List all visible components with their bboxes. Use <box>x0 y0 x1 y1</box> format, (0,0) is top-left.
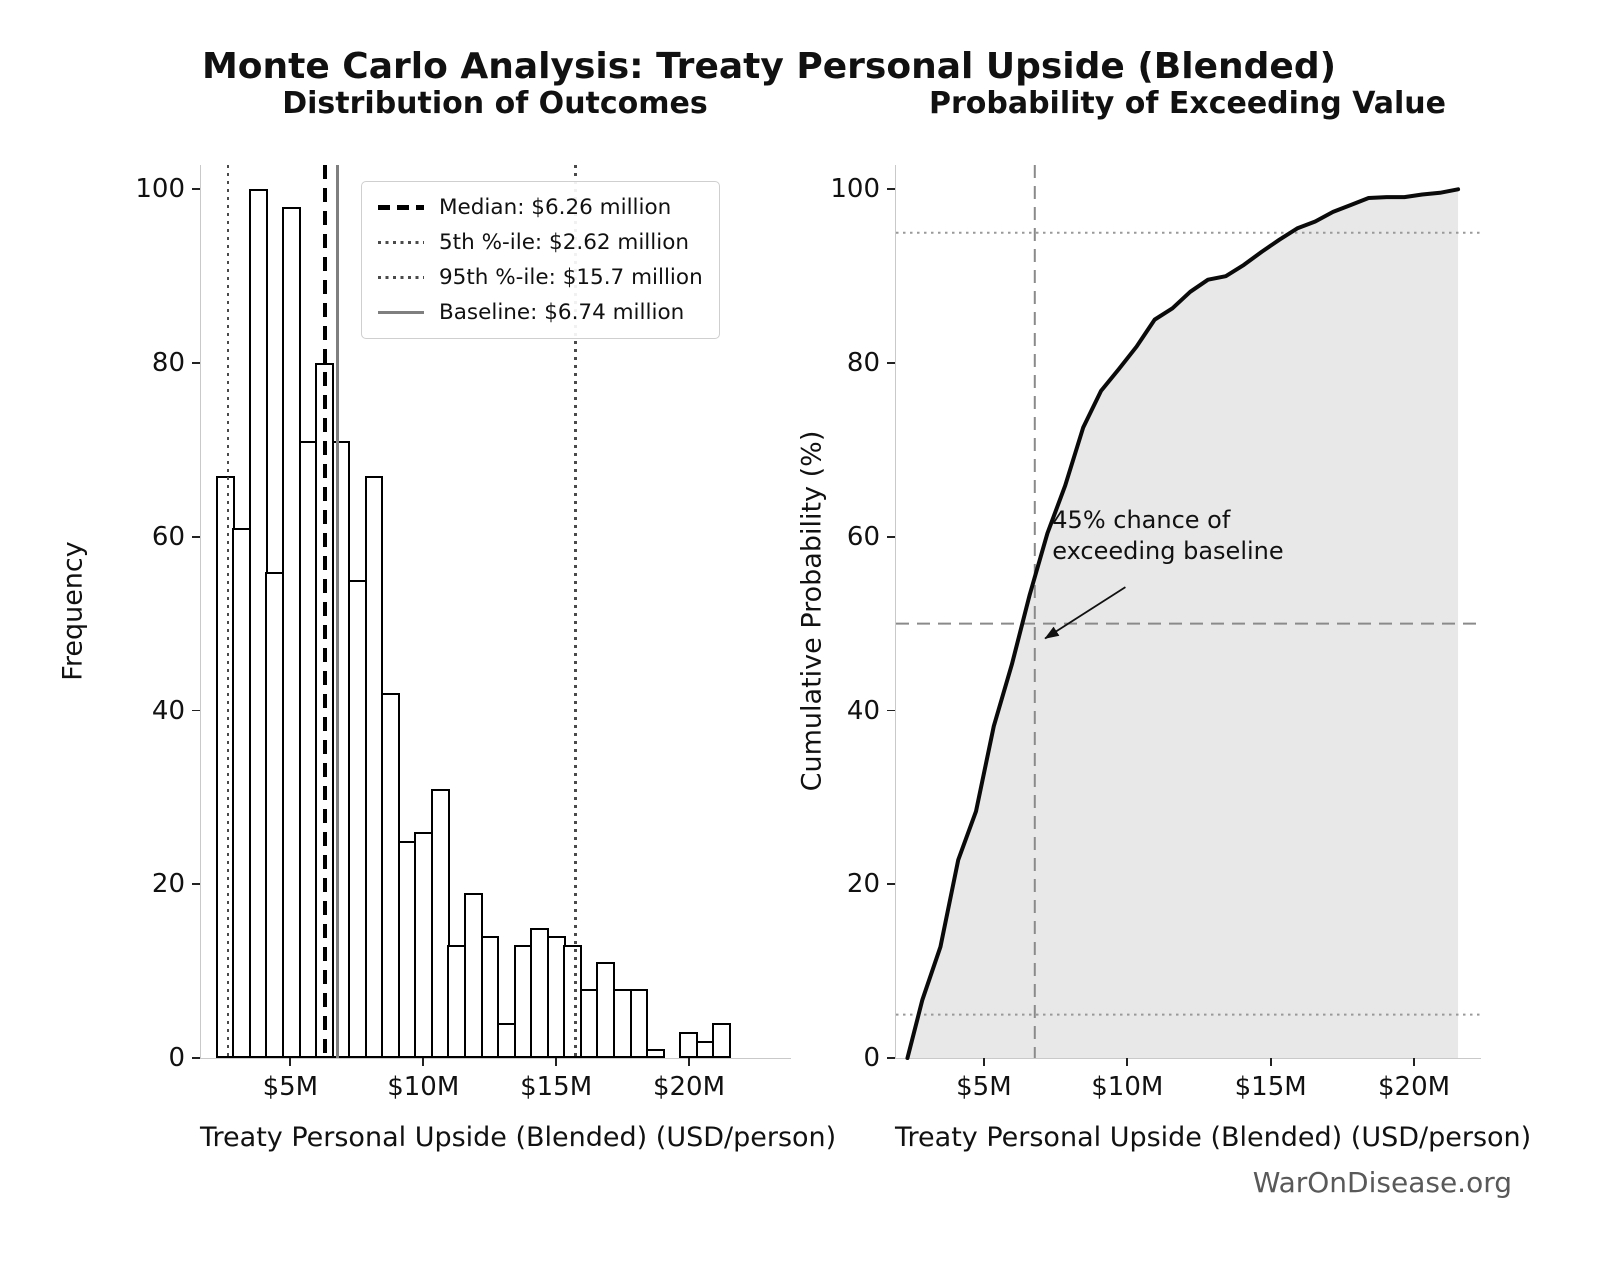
y-tick-mark <box>192 188 200 191</box>
y-tick-label: 20 <box>846 869 880 900</box>
right-plot-title: Probability of Exceeding Value <box>928 86 1447 121</box>
x-tick-label: $5M <box>262 1072 319 1102</box>
y-tick-mark <box>887 883 895 886</box>
dotted-line-gray-sample <box>378 241 424 244</box>
y-tick-mark <box>192 883 200 886</box>
x-tick-mark <box>982 1058 985 1066</box>
histogram-plot-area: Median: $6.26 million 5th %-ile: $2.62 mi… <box>200 165 791 1059</box>
left-y-axis-label: Frequency <box>57 541 89 681</box>
legend-item: Baseline: $6.74 million <box>378 300 703 325</box>
y-tick-label: 20 <box>151 869 185 900</box>
left-x-axis-label: Treaty Personal Upside (Blended) (USD/pe… <box>200 1122 837 1153</box>
x-tick-mark <box>688 1058 690 1066</box>
x-tick-mark <box>1126 1058 1129 1066</box>
annotation-line: exceeding baseline <box>1052 537 1284 566</box>
x-tick-mark <box>422 1058 425 1066</box>
y-tick-label: 40 <box>846 695 880 726</box>
cdf-plot-area: 45% chance of exceeding baseline <box>895 165 1481 1060</box>
cdf-canvas <box>896 165 1481 1060</box>
cdf-fill-area <box>907 189 1459 1059</box>
x-tick-label: $20M <box>652 1072 726 1102</box>
cdf-curve <box>905 187 1461 1060</box>
figure-title: Monte Carlo Analysis: Treaty Personal Up… <box>201 46 1337 87</box>
dashed-line-black-sample <box>378 205 424 210</box>
x-tick-label: $15M <box>1234 1072 1307 1102</box>
y-tick-mark <box>192 535 200 538</box>
solid-line-gray-sample <box>378 310 424 315</box>
x-tick-mark <box>555 1058 558 1066</box>
x-tick-mark <box>1413 1058 1415 1066</box>
x-tick-label: $15M <box>520 1072 593 1102</box>
histogram-bar <box>646 1049 665 1058</box>
y-tick-mark <box>887 188 895 191</box>
cdf-annotation: 45% chance of exceeding baseline <box>1052 505 1283 568</box>
y-tick-label: 0 <box>863 1043 880 1073</box>
legend-label: 5th %-ile: $2.62 million <box>439 230 690 255</box>
y-tick-mark <box>192 1057 200 1059</box>
y-tick-label: 100 <box>830 174 880 205</box>
y-tick-label: 60 <box>846 521 880 552</box>
annotation-line: 45% chance of <box>1052 505 1231 534</box>
legend-label: Median: $6.26 million <box>439 195 672 220</box>
y-tick-label: 40 <box>151 695 185 726</box>
percentile-95-line <box>574 165 577 1058</box>
legend-item: 5th %-ile: $2.62 million <box>378 230 703 255</box>
legend-item: Median: $6.26 million <box>378 195 703 220</box>
y-tick-label: 80 <box>846 348 880 379</box>
watermark: WarOnDisease.org <box>1252 1166 1512 1199</box>
histogram-bar <box>712 1023 731 1058</box>
x-tick-mark <box>1269 1058 1272 1066</box>
percentile-5-line <box>226 165 230 1058</box>
y-tick-mark <box>192 709 200 712</box>
baseline-line <box>335 165 340 1058</box>
right-y-axis-label: Cumulative Probability (%) <box>796 430 828 792</box>
y-tick-mark <box>887 362 895 364</box>
left-plot-title: Distribution of Outcomes <box>282 86 708 121</box>
y-tick-mark <box>192 362 200 364</box>
y-tick-mark <box>887 535 895 538</box>
x-tick-label: $10M <box>387 1072 460 1102</box>
legend-item: 95th %-ile: $15.7 million <box>378 265 703 290</box>
x-tick-label: $10M <box>1091 1072 1164 1102</box>
right-x-axis-label: Treaty Personal Upside (Blended) (USD/pe… <box>895 1122 1532 1153</box>
median-line <box>322 165 328 1058</box>
legend: Median: $6.26 million 5th %-ile: $2.62 mi… <box>361 181 720 339</box>
histogram-bar <box>629 988 649 1058</box>
x-tick-mark <box>289 1058 292 1066</box>
annotation-arrow <box>1044 586 1126 640</box>
y-tick-mark <box>887 709 895 712</box>
histogram-bar <box>430 788 450 1058</box>
y-tick-label: 80 <box>151 348 185 379</box>
legend-label: Baseline: $6.74 million <box>439 300 685 325</box>
y-tick-mark <box>887 1057 895 1059</box>
y-tick-label: 60 <box>151 521 185 552</box>
y-tick-label: 100 <box>135 174 185 205</box>
histogram-bar <box>480 936 500 1058</box>
x-tick-label: $5M <box>956 1072 1012 1102</box>
dotted-line-gray-sample <box>378 276 424 279</box>
legend-label: 95th %-ile: $15.7 million <box>439 265 703 290</box>
x-tick-label: $20M <box>1378 1072 1451 1102</box>
y-tick-label: 0 <box>168 1043 185 1073</box>
